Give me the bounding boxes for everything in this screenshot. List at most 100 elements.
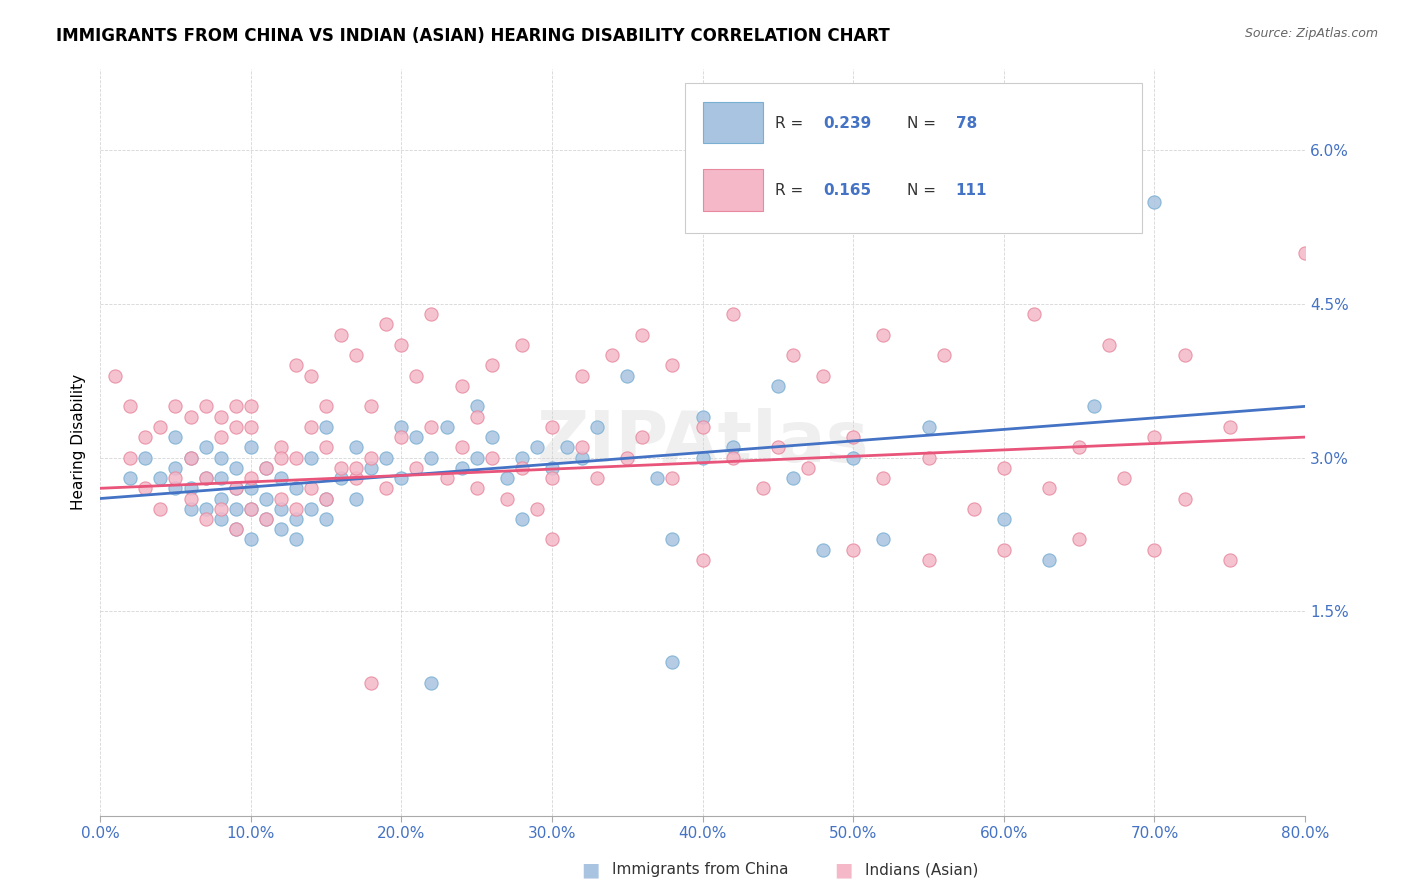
Point <box>993 512 1015 526</box>
Point <box>299 481 322 495</box>
Point <box>270 471 292 485</box>
Text: N =: N = <box>907 183 942 198</box>
Point <box>284 450 307 465</box>
Point <box>239 501 262 516</box>
Text: IMMIGRANTS FROM CHINA VS INDIAN (ASIAN) HEARING DISABILITY CORRELATION CHART: IMMIGRANTS FROM CHINA VS INDIAN (ASIAN) … <box>56 27 890 45</box>
Point <box>239 501 262 516</box>
Point <box>209 491 232 506</box>
Point <box>993 542 1015 557</box>
Text: 0.165: 0.165 <box>823 183 872 198</box>
Point <box>1114 471 1136 485</box>
Point <box>917 420 939 434</box>
Point <box>254 460 277 475</box>
Point <box>194 501 217 516</box>
Point <box>555 440 578 454</box>
Point <box>284 481 307 495</box>
Y-axis label: Hearing Disability: Hearing Disability <box>72 374 86 510</box>
Point <box>797 460 820 475</box>
Point <box>692 409 714 424</box>
Point <box>120 400 142 414</box>
Point <box>194 471 217 485</box>
Point <box>450 379 472 393</box>
FancyBboxPatch shape <box>685 84 1143 233</box>
Point <box>692 420 714 434</box>
Point <box>721 450 744 465</box>
Point <box>330 460 353 475</box>
Point <box>254 491 277 506</box>
Point <box>165 400 187 414</box>
Point <box>344 471 367 485</box>
Point <box>495 471 517 485</box>
Point <box>179 450 201 465</box>
Point <box>1219 553 1241 567</box>
Point <box>692 450 714 465</box>
Point <box>631 430 654 444</box>
Point <box>375 481 398 495</box>
Point <box>420 420 443 434</box>
Point <box>465 450 488 465</box>
Point <box>917 450 939 465</box>
Point <box>284 533 307 547</box>
Text: 111: 111 <box>956 183 987 198</box>
Point <box>963 501 986 516</box>
Point <box>299 501 322 516</box>
Point <box>194 471 217 485</box>
Point <box>225 522 247 536</box>
Text: Source: ZipAtlas.com: Source: ZipAtlas.com <box>1244 27 1378 40</box>
Point <box>225 400 247 414</box>
Point <box>541 533 564 547</box>
Point <box>330 327 353 342</box>
Point <box>209 501 232 516</box>
Point <box>405 430 427 444</box>
Point <box>179 481 201 495</box>
Point <box>149 501 172 516</box>
Point <box>811 368 834 383</box>
Point <box>586 420 609 434</box>
Point <box>436 471 458 485</box>
Point <box>179 409 201 424</box>
Point <box>661 533 683 547</box>
Point <box>481 359 503 373</box>
Point <box>1038 553 1060 567</box>
Point <box>360 400 382 414</box>
Point <box>270 450 292 465</box>
Point <box>752 481 775 495</box>
Point <box>225 481 247 495</box>
Point <box>993 460 1015 475</box>
Point <box>315 440 337 454</box>
Point <box>782 471 804 485</box>
Point <box>134 481 156 495</box>
Point <box>360 675 382 690</box>
Point <box>360 450 382 465</box>
Point <box>450 440 472 454</box>
Point <box>420 450 443 465</box>
Point <box>842 430 865 444</box>
Point <box>405 368 427 383</box>
Point <box>389 338 412 352</box>
Point <box>1038 481 1060 495</box>
Point <box>1143 430 1166 444</box>
Point <box>510 460 533 475</box>
Text: 78: 78 <box>956 116 977 130</box>
Point <box>149 471 172 485</box>
Point <box>134 430 156 444</box>
Point <box>179 491 201 506</box>
Point <box>194 440 217 454</box>
Point <box>254 512 277 526</box>
Point <box>344 348 367 362</box>
Point <box>571 368 593 383</box>
Point <box>225 522 247 536</box>
Point <box>842 542 865 557</box>
Point <box>1219 420 1241 434</box>
FancyBboxPatch shape <box>703 169 763 211</box>
Point <box>526 501 548 516</box>
Point <box>481 450 503 465</box>
Point <box>1069 533 1091 547</box>
Point <box>239 481 262 495</box>
Point <box>1294 245 1316 260</box>
Point <box>692 553 714 567</box>
Point <box>134 450 156 465</box>
Point <box>315 491 337 506</box>
Point <box>284 512 307 526</box>
Point <box>420 675 443 690</box>
